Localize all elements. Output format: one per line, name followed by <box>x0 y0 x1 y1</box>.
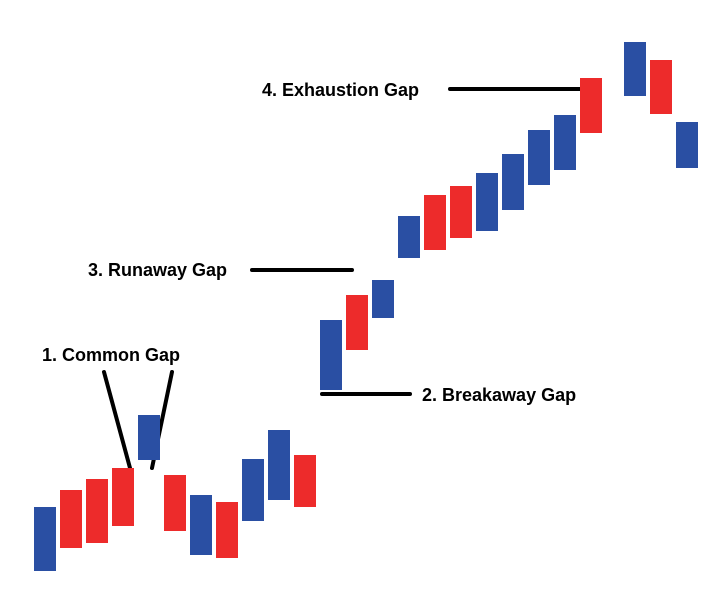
candle <box>398 216 420 258</box>
candle <box>424 195 446 250</box>
candle <box>450 186 472 238</box>
annotation-label-common: 1. Common Gap <box>42 345 180 366</box>
chart-canvas: 1. Common Gap 2. Breakaway Gap 3. Runaway … <box>0 0 717 611</box>
candle <box>372 280 394 318</box>
candle <box>528 130 550 185</box>
candle <box>502 154 524 210</box>
annotation-label-runaway: 3. Runaway Gap <box>88 260 227 281</box>
candle <box>268 430 290 500</box>
candle <box>242 459 264 521</box>
candle <box>676 122 698 168</box>
annotation-label-breakaway: 2. Breakaway Gap <box>422 385 576 406</box>
candle <box>554 115 576 170</box>
candle <box>650 60 672 114</box>
annotation-line-common <box>104 372 130 468</box>
candle <box>60 490 82 548</box>
candle <box>86 479 108 543</box>
candle <box>580 78 602 133</box>
candle <box>216 502 238 558</box>
candle <box>164 475 186 531</box>
candle <box>34 507 56 571</box>
candle <box>138 415 160 460</box>
candle <box>112 468 134 526</box>
candle <box>346 295 368 350</box>
candle <box>294 455 316 507</box>
candle <box>624 42 646 96</box>
candle <box>190 495 212 555</box>
candle <box>476 173 498 231</box>
annotation-label-exhaustion: 4. Exhaustion Gap <box>262 80 419 101</box>
candle <box>320 320 342 390</box>
